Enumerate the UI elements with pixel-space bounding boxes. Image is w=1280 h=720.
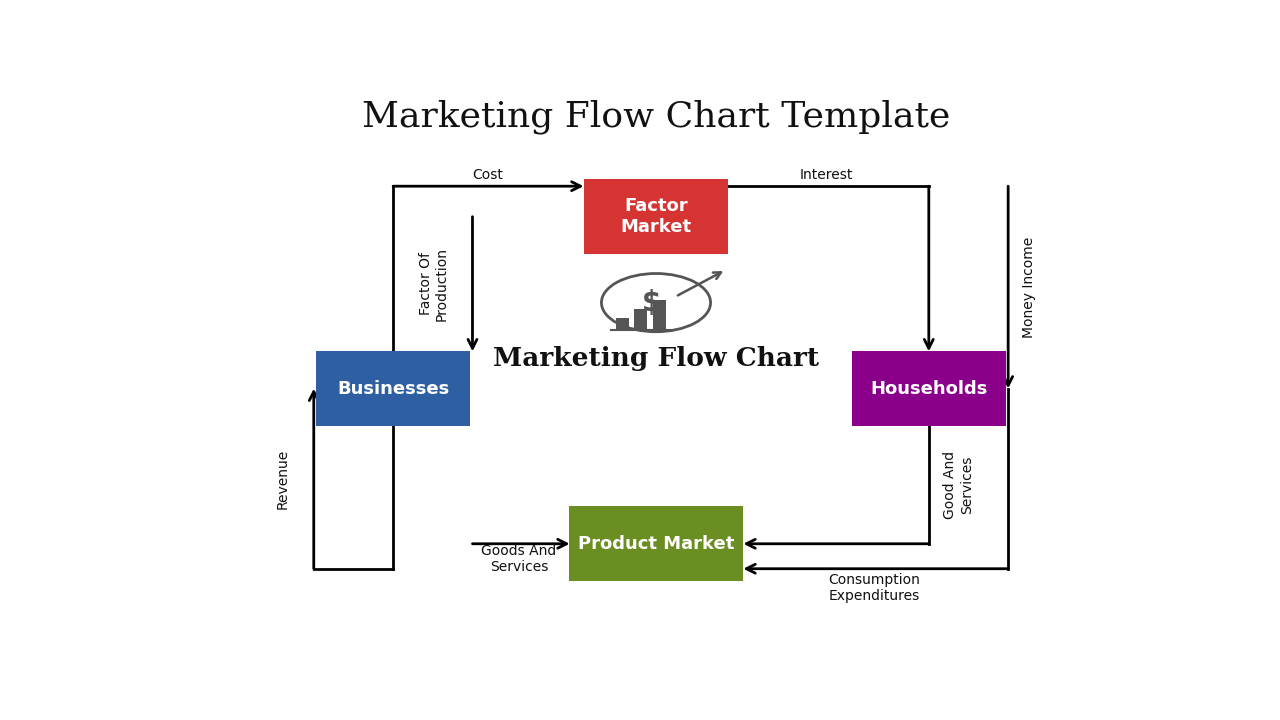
Text: Cost: Cost <box>472 168 503 182</box>
Text: Households: Households <box>870 379 987 397</box>
Text: Consumption
Expenditures: Consumption Expenditures <box>828 573 920 603</box>
FancyBboxPatch shape <box>634 310 648 330</box>
Text: Money Income: Money Income <box>1021 236 1036 338</box>
Text: Businesses: Businesses <box>337 379 449 397</box>
Text: Factor Of
Production: Factor Of Production <box>419 247 449 321</box>
FancyBboxPatch shape <box>316 351 470 426</box>
Text: Marketing Flow Chart Template: Marketing Flow Chart Template <box>362 99 950 134</box>
Text: Revenue: Revenue <box>276 449 291 509</box>
FancyBboxPatch shape <box>852 351 1006 426</box>
FancyBboxPatch shape <box>617 318 630 330</box>
Text: $: $ <box>641 289 660 317</box>
Text: Marketing Flow Chart: Marketing Flow Chart <box>493 346 819 371</box>
FancyBboxPatch shape <box>570 506 742 581</box>
FancyBboxPatch shape <box>584 179 728 254</box>
Text: Good And
Services: Good And Services <box>943 451 974 518</box>
Text: Interest: Interest <box>800 168 854 182</box>
Text: Factor
Market: Factor Market <box>621 197 691 236</box>
FancyBboxPatch shape <box>653 300 666 330</box>
Text: Product Market: Product Market <box>577 535 735 553</box>
Text: Goods And
Services: Goods And Services <box>481 544 557 574</box>
